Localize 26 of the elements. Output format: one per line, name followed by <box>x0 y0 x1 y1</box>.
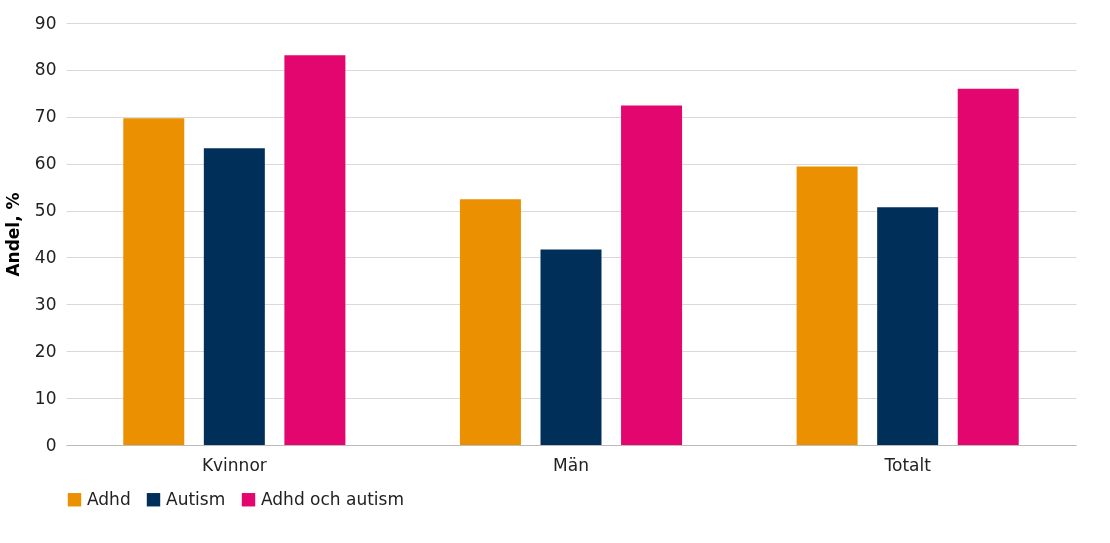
x-tick-label: Kvinnor <box>201 454 267 475</box>
bar <box>877 207 939 445</box>
y-tick-label: 10 <box>34 387 57 408</box>
y-tick-label: 0 <box>45 434 57 455</box>
y-tick-label: 90 <box>34 12 57 33</box>
x-tick-label: Totalt <box>883 454 932 475</box>
y-tick-label: 60 <box>34 153 57 174</box>
legend-label: Adhd och autism <box>261 488 405 509</box>
x-tick-label: Män <box>553 454 589 475</box>
bar <box>203 148 265 445</box>
bar <box>284 55 346 445</box>
y-tick-label: 50 <box>34 200 57 221</box>
y-tick-label: 80 <box>34 59 57 80</box>
bar <box>621 105 683 445</box>
bar <box>123 118 185 445</box>
bar <box>459 199 521 445</box>
bar <box>540 249 602 445</box>
y-tick-label: 30 <box>34 293 57 314</box>
legend-label: Adhd <box>87 488 131 509</box>
bar <box>796 166 858 445</box>
y-tick-label: 40 <box>34 246 57 267</box>
y-axis-title: Andel, % <box>2 192 23 277</box>
legend-label: Autism <box>166 488 226 509</box>
bar <box>957 88 1019 445</box>
y-tick-label: 20 <box>34 340 57 361</box>
y-tick-label: 70 <box>34 106 57 127</box>
